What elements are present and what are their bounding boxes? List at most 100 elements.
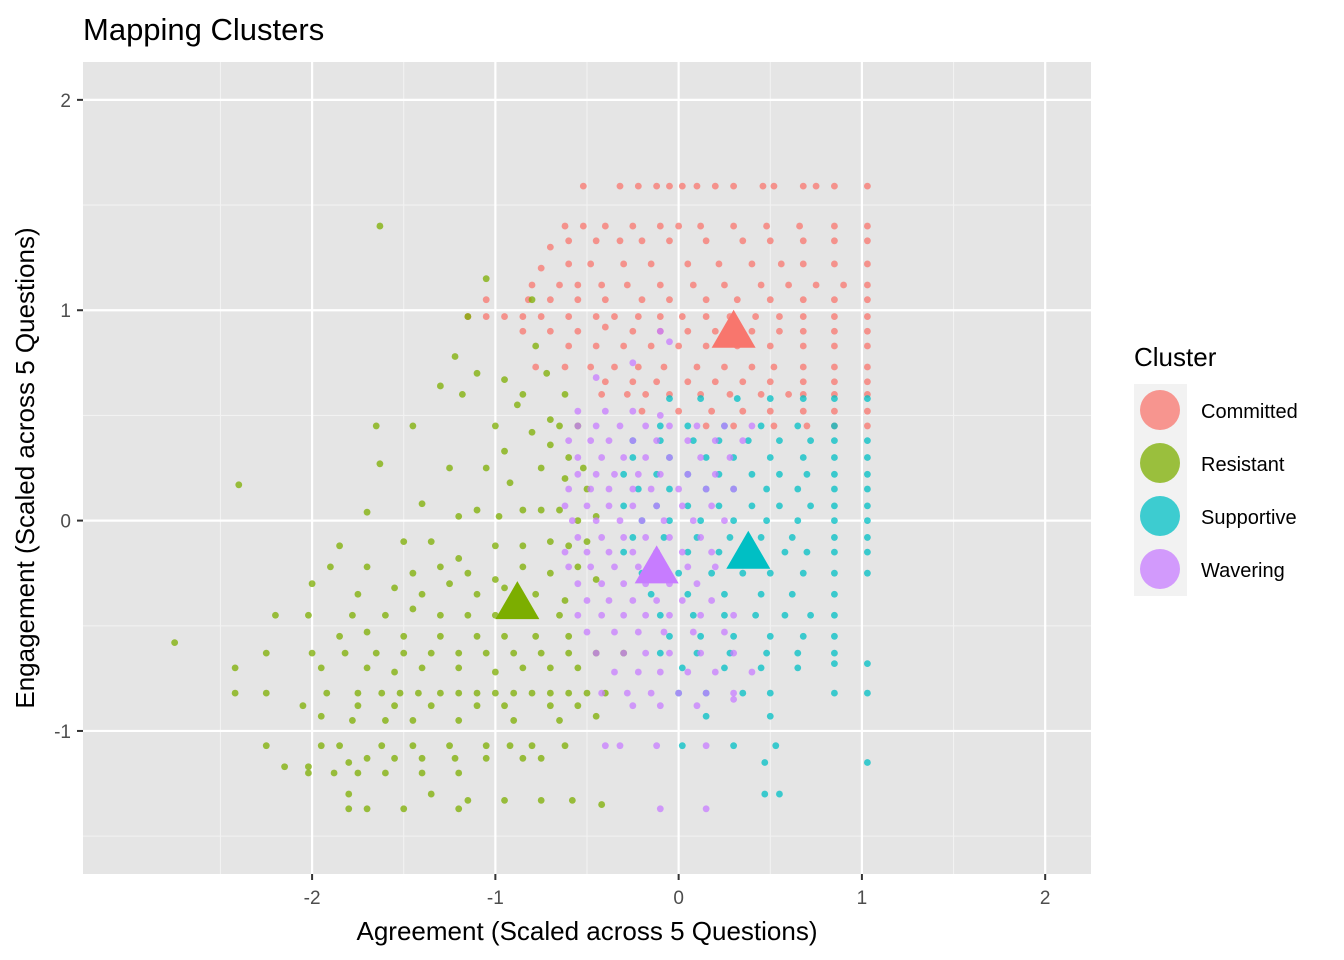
point-resistant [409, 717, 417, 724]
point-resistant [482, 754, 490, 762]
point-resistant [501, 447, 508, 455]
point-wavering [629, 702, 637, 710]
point-committed [864, 407, 871, 415]
point-resistant [414, 689, 422, 697]
point-committed [546, 243, 554, 251]
point-resistant [231, 664, 239, 672]
point-wavering [598, 611, 606, 619]
point-wavering [592, 649, 600, 657]
legend-key-committed [1140, 390, 1180, 430]
point-wavering [634, 628, 642, 636]
point-committed [684, 327, 692, 335]
point-supportive [689, 611, 697, 619]
point-committed [799, 327, 807, 335]
point-supportive [748, 470, 756, 478]
point-wavering [702, 742, 710, 750]
point-committed [702, 237, 710, 245]
point-resistant [556, 506, 563, 514]
point-wavering [561, 502, 569, 510]
point-committed [831, 378, 838, 386]
point-resistant [436, 611, 444, 619]
point-committed [638, 407, 646, 415]
point-supportive [831, 649, 838, 657]
point-committed [675, 222, 683, 230]
point-supportive [763, 649, 771, 657]
point-committed [620, 342, 628, 350]
point-committed [675, 407, 683, 415]
point-committed [519, 313, 527, 320]
point-resistant [455, 717, 463, 724]
legend-label-resistant: Resistant [1201, 454, 1285, 476]
point-supportive [721, 590, 728, 598]
point-wavering [693, 580, 701, 588]
point-supportive [666, 517, 673, 524]
point-resistant [171, 639, 179, 647]
point-resistant [510, 717, 518, 724]
point-supportive [697, 395, 705, 402]
x-axis: -2 -1 0 1 2 [304, 874, 1050, 909]
point-wavering [574, 580, 582, 588]
point-supportive [864, 502, 871, 510]
legend-title: Cluster [1134, 342, 1217, 372]
point-committed [864, 222, 871, 230]
point-supportive [666, 485, 673, 493]
point-supportive [766, 712, 774, 720]
point-resistant [262, 742, 270, 750]
point-resistant [345, 759, 353, 766]
point-supportive [763, 485, 771, 493]
point-resistant [378, 742, 386, 750]
point-wavering [629, 359, 637, 367]
point-committed [752, 313, 760, 320]
x-axis-title: Agreement (Scaled across 5 Questions) [357, 916, 818, 946]
point-supportive [794, 422, 802, 430]
point-wavering [678, 548, 686, 556]
point-supportive [799, 569, 807, 577]
point-committed [656, 281, 664, 289]
point-committed [634, 313, 642, 320]
point-supportive [864, 759, 871, 766]
point-wavering [592, 517, 600, 524]
point-committed [656, 222, 664, 230]
point-wavering [739, 437, 747, 445]
point-committed [715, 260, 723, 268]
point-resistant [482, 464, 490, 472]
point-resistant [345, 805, 353, 813]
point-committed [739, 378, 747, 386]
point-resistant [354, 590, 362, 598]
point-resistant [409, 605, 417, 613]
point-resistant [473, 632, 481, 640]
point-resistant [436, 563, 444, 571]
point-wavering [592, 470, 600, 478]
y-axis-title: Engagement (Scaled across 5 Questions) [10, 227, 40, 708]
point-committed [537, 264, 545, 272]
point-supportive [647, 590, 655, 598]
point-supportive [757, 534, 765, 541]
point-wavering [678, 502, 686, 510]
point-committed [776, 313, 783, 320]
point-committed [799, 313, 807, 320]
point-resistant [510, 649, 518, 657]
point-supportive [761, 759, 769, 766]
point-wavering [634, 668, 642, 676]
point-committed [601, 222, 609, 230]
point-committed [831, 327, 838, 335]
point-resistant [491, 668, 499, 676]
point-wavering [697, 649, 705, 657]
point-supportive [831, 502, 838, 510]
point-resistant [464, 313, 472, 320]
point-supportive [807, 502, 814, 510]
point-supportive [629, 534, 637, 541]
point-resistant [546, 702, 554, 710]
point-committed [748, 327, 756, 335]
point-resistant [327, 563, 334, 571]
point-committed [647, 260, 655, 268]
point-supportive [702, 454, 710, 461]
point-committed [666, 296, 673, 304]
point-resistant [305, 611, 312, 619]
point-committed [565, 237, 573, 245]
point-resistant [473, 590, 481, 598]
point-resistant [464, 611, 472, 619]
point-resistant [561, 475, 569, 482]
point-wavering [574, 534, 582, 541]
point-supportive [831, 548, 838, 556]
